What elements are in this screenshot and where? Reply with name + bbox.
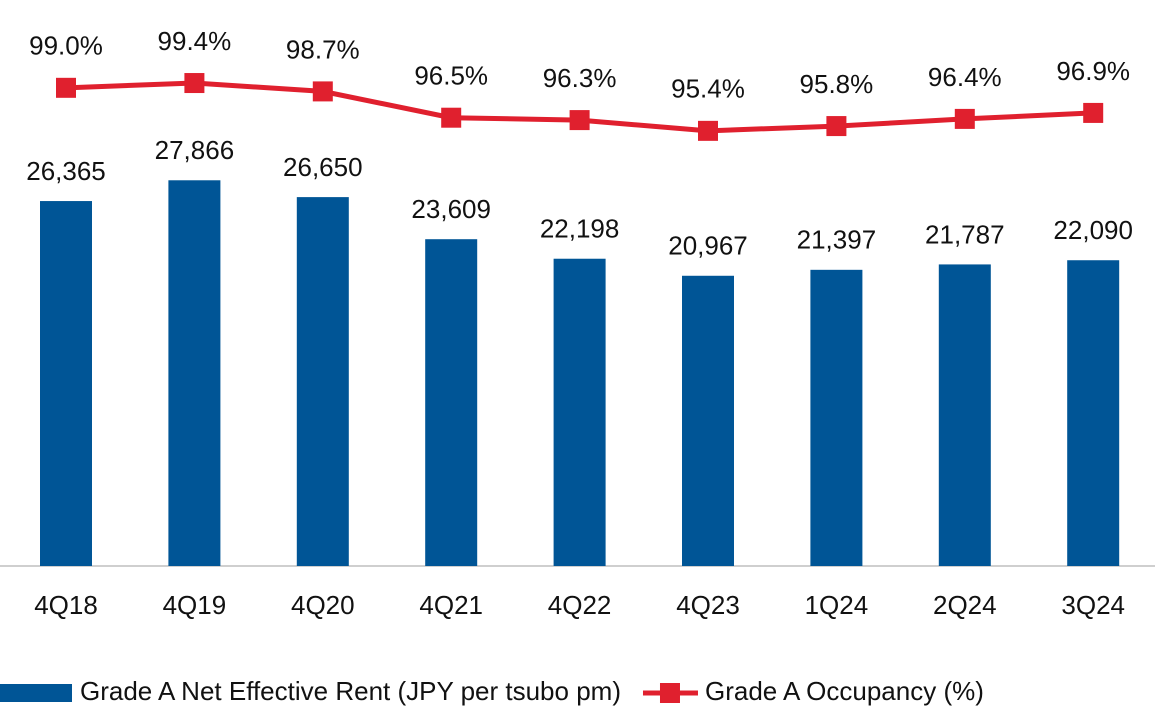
line-marker bbox=[56, 77, 76, 98]
bar bbox=[168, 180, 221, 567]
bar-value-label: 26,365 bbox=[26, 156, 106, 186]
line-marker bbox=[826, 116, 847, 137]
legend-label: Grade A Occupancy (%) bbox=[705, 676, 984, 706]
line-value-label: 96.3% bbox=[543, 63, 617, 93]
line-marker bbox=[1083, 102, 1104, 123]
bar-value-label: 26,650 bbox=[283, 152, 363, 182]
line-value-label: 96.9% bbox=[1056, 56, 1130, 86]
bar bbox=[938, 264, 991, 566]
line-marker bbox=[954, 108, 975, 129]
line-marker bbox=[698, 120, 718, 141]
bar-value-label: 22,198 bbox=[540, 214, 620, 244]
legend-swatch bbox=[0, 684, 72, 702]
x-tick-label: 4Q20 bbox=[291, 590, 355, 620]
bar bbox=[296, 197, 349, 566]
line-value-label: 95.8% bbox=[800, 69, 874, 99]
line-value-label: 95.4% bbox=[671, 74, 745, 104]
bar-value-label: 22,090 bbox=[1053, 215, 1133, 245]
bar-value-label: 21,397 bbox=[797, 225, 877, 255]
line-value-label: 98.7% bbox=[286, 34, 360, 64]
bar bbox=[810, 269, 863, 566]
x-tick-label: 4Q22 bbox=[548, 590, 612, 620]
x-tick-label: 4Q23 bbox=[676, 590, 740, 620]
legend-label: Grade A Net Effective Rent (JPY per tsub… bbox=[80, 676, 621, 706]
bar bbox=[553, 258, 606, 566]
bar-value-label: 20,967 bbox=[668, 231, 748, 261]
bar bbox=[682, 275, 734, 566]
line-marker bbox=[184, 73, 205, 94]
line-value-label: 96.4% bbox=[928, 62, 1002, 92]
bar bbox=[40, 201, 92, 566]
x-tick-label: 1Q24 bbox=[805, 590, 869, 620]
bar-value-label: 23,609 bbox=[411, 194, 491, 224]
line-marker bbox=[441, 107, 462, 128]
bar bbox=[425, 239, 478, 567]
line-marker bbox=[312, 81, 333, 102]
bar-value-label: 27,866 bbox=[155, 135, 235, 165]
x-tick-label: 4Q21 bbox=[419, 590, 483, 620]
bar bbox=[1067, 260, 1120, 566]
legend-marker bbox=[659, 683, 680, 703]
x-tick-label: 3Q24 bbox=[1061, 590, 1125, 620]
line-value-label: 99.0% bbox=[29, 31, 103, 61]
x-tick-label: 4Q19 bbox=[163, 590, 227, 620]
line-value-label: 99.4% bbox=[158, 26, 232, 56]
line-marker bbox=[569, 110, 590, 131]
x-tick-label: 2Q24 bbox=[933, 590, 997, 620]
x-tick-label: 4Q18 bbox=[34, 590, 98, 620]
bar-value-label: 21,787 bbox=[925, 219, 1005, 249]
line-value-label: 96.5% bbox=[414, 61, 488, 91]
